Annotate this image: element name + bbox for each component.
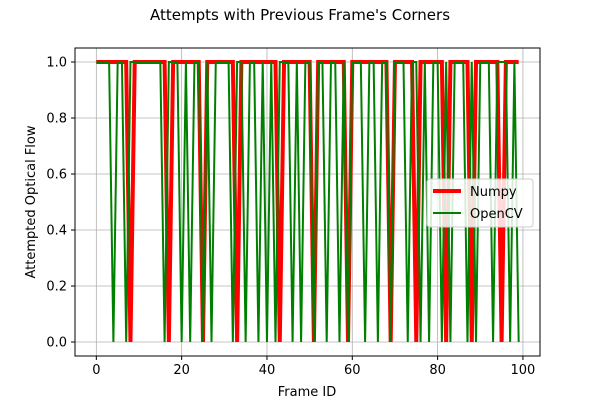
plot-area: 0 20 40 60 80 100 0.0 0.2 0.4 0.6 0.8 1.0 xyxy=(46,47,541,378)
x-tick-label: 0 xyxy=(92,363,100,378)
y-tick-label: 0.0 xyxy=(46,336,67,351)
y-axis-label: Attempted Optical Flow xyxy=(24,125,39,278)
y-tick-label: 0.8 xyxy=(46,112,67,127)
y-tick-label: 0.6 xyxy=(46,168,67,183)
y-tick-label: 0.2 xyxy=(46,280,67,295)
x-axis-ticks: 0 20 40 60 80 100 xyxy=(92,356,535,378)
x-tick-label: 100 xyxy=(511,363,536,378)
y-axis-ticks: 0.0 0.2 0.4 0.6 0.8 1.0 xyxy=(46,56,75,351)
chart-title: Attempts with Previous Frame's Corners xyxy=(150,6,450,24)
y-tick-label: 0.4 xyxy=(46,224,67,239)
legend-label-numpy: Numpy xyxy=(470,185,517,200)
y-tick-label: 1.0 xyxy=(46,56,67,71)
grid-lines xyxy=(75,48,540,356)
x-axis-label: Frame ID xyxy=(278,385,336,400)
legend: Numpy OpenCV xyxy=(426,178,534,228)
axes-frame xyxy=(74,47,541,357)
x-tick-label: 60 xyxy=(344,363,361,378)
x-tick-label: 80 xyxy=(429,363,446,378)
legend-label-opencv: OpenCV xyxy=(470,207,523,222)
x-tick-label: 40 xyxy=(259,363,276,378)
x-tick-label: 20 xyxy=(173,363,190,378)
